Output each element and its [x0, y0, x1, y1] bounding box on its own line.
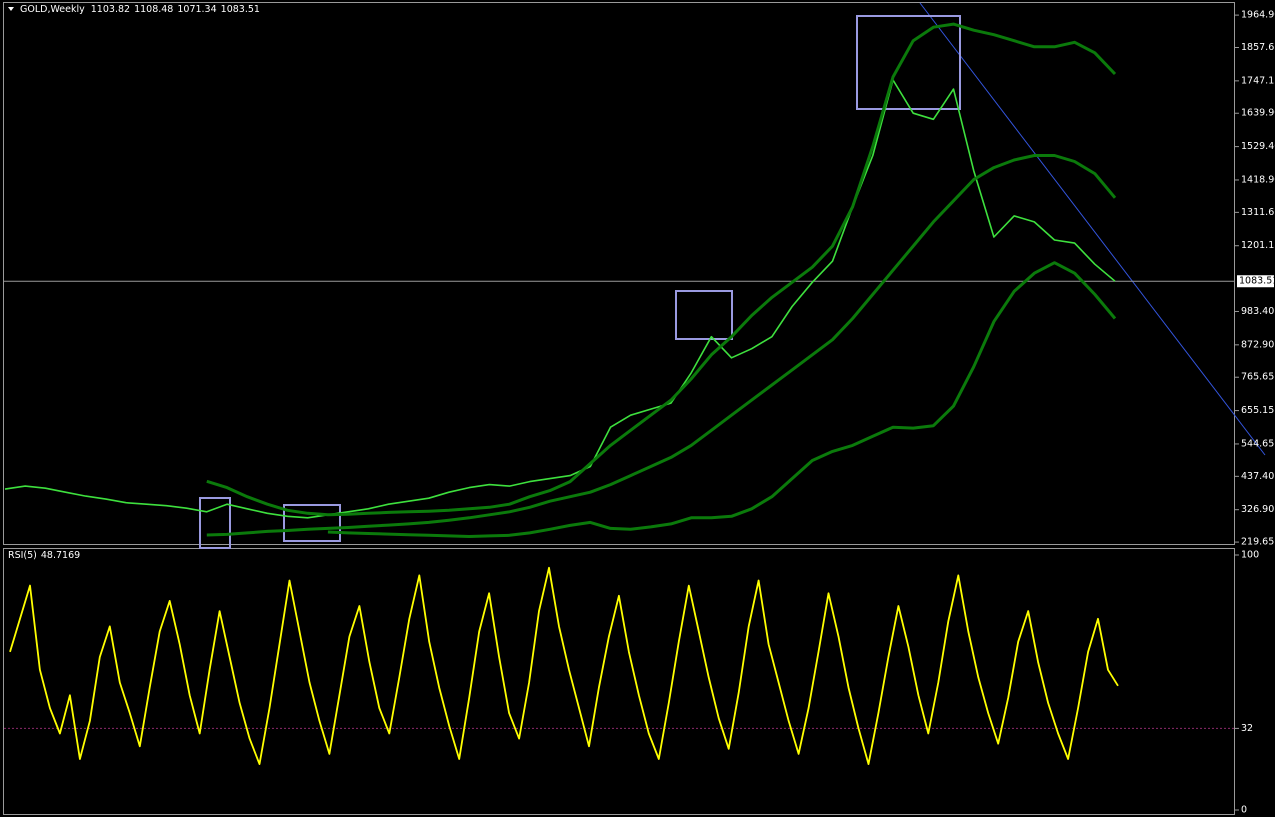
y-tick-label: 32	[1241, 723, 1253, 734]
rsi-name: RSI(5)	[8, 550, 37, 561]
highlight-box	[283, 504, 341, 542]
band-line	[206, 154, 1117, 537]
y-tick-label: 1529.40	[1241, 141, 1275, 152]
data-line	[9, 566, 1119, 765]
y-tick-label: 1964.90	[1241, 10, 1275, 21]
y-tick-label: 1639.90	[1241, 108, 1275, 119]
band-line	[327, 261, 1117, 538]
last-price-label: 1083.51	[1239, 276, 1275, 287]
y-tick-label: 655.15	[1241, 405, 1274, 416]
highlight-box	[856, 15, 961, 110]
high: 1108.48	[134, 4, 173, 15]
y-tick-label: 326.90	[1241, 504, 1274, 515]
y-tick-label: 0	[1241, 805, 1247, 816]
trend-line	[919, 2, 1266, 456]
rsi-value: 48.7169	[41, 550, 80, 561]
highlight-boxes	[199, 15, 961, 549]
y-tick-label: 1201.15	[1241, 240, 1275, 251]
y-tick-label: 872.90	[1241, 339, 1274, 350]
open: 1103.82	[91, 4, 130, 15]
y-tick-label: 1857.65	[1241, 42, 1275, 53]
price-pane-frame	[3, 2, 1235, 545]
close: 1083.51	[221, 4, 260, 15]
last-price-box	[1237, 275, 1274, 288]
rsi-pane-frame	[3, 548, 1235, 815]
y-tick-label: 219.65	[1241, 537, 1274, 548]
rsi-header: RSI(5) 48.7169	[8, 550, 80, 561]
chart-header: GOLD,Weekly 1103.82 1108.48 1071.34 1083.51	[20, 4, 260, 15]
menu-arrow[interactable]	[8, 7, 14, 11]
y-tick-label: 437.40	[1241, 471, 1274, 482]
y-tick-label: 544.65	[1241, 438, 1274, 449]
low: 1071.34	[177, 4, 216, 15]
y-tick-label: 983.40	[1241, 306, 1274, 317]
y-tick-label: 1311.65	[1241, 207, 1275, 218]
highlight-box	[675, 290, 733, 340]
data-line	[4, 79, 1116, 519]
y-tick-label: 100	[1241, 550, 1259, 561]
y-tick-label: 1418.90	[1241, 174, 1275, 185]
y-tick-label: 765.65	[1241, 372, 1274, 383]
highlight-box	[199, 497, 231, 549]
y-tick-label: 1747.15	[1241, 75, 1275, 86]
symbol: GOLD,Weekly	[20, 4, 85, 15]
band-line	[206, 22, 1117, 517]
